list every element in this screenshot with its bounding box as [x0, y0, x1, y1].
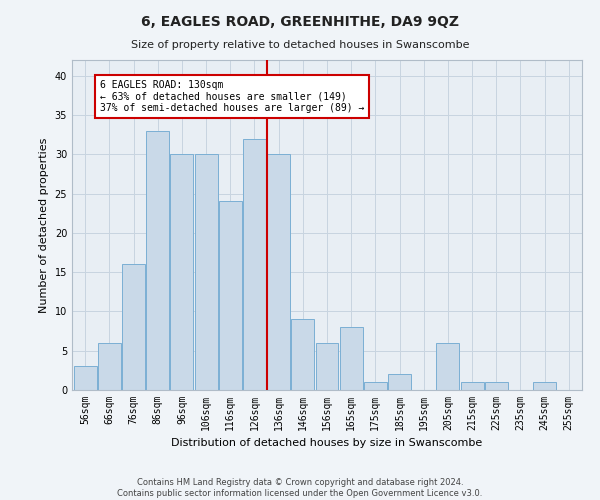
Bar — [461, 382, 484, 390]
Bar — [533, 382, 556, 390]
Bar — [364, 382, 387, 390]
Bar — [267, 154, 290, 390]
Bar — [340, 327, 362, 390]
Bar — [316, 343, 338, 390]
Bar — [243, 138, 266, 390]
Bar — [219, 202, 242, 390]
Y-axis label: Number of detached properties: Number of detached properties — [39, 138, 49, 312]
Bar — [98, 343, 121, 390]
Text: Size of property relative to detached houses in Swanscombe: Size of property relative to detached ho… — [131, 40, 469, 50]
Bar — [122, 264, 145, 390]
Bar — [436, 343, 460, 390]
Text: 6 EAGLES ROAD: 130sqm
← 63% of detached houses are smaller (149)
37% of semi-det: 6 EAGLES ROAD: 130sqm ← 63% of detached … — [100, 80, 364, 113]
Bar — [292, 320, 314, 390]
Bar — [194, 154, 218, 390]
Bar — [388, 374, 411, 390]
Bar — [146, 130, 169, 390]
X-axis label: Distribution of detached houses by size in Swanscombe: Distribution of detached houses by size … — [172, 438, 482, 448]
Bar — [485, 382, 508, 390]
Bar — [170, 154, 193, 390]
Bar — [74, 366, 97, 390]
Text: Contains HM Land Registry data © Crown copyright and database right 2024.
Contai: Contains HM Land Registry data © Crown c… — [118, 478, 482, 498]
Text: 6, EAGLES ROAD, GREENHITHE, DA9 9QZ: 6, EAGLES ROAD, GREENHITHE, DA9 9QZ — [141, 15, 459, 29]
